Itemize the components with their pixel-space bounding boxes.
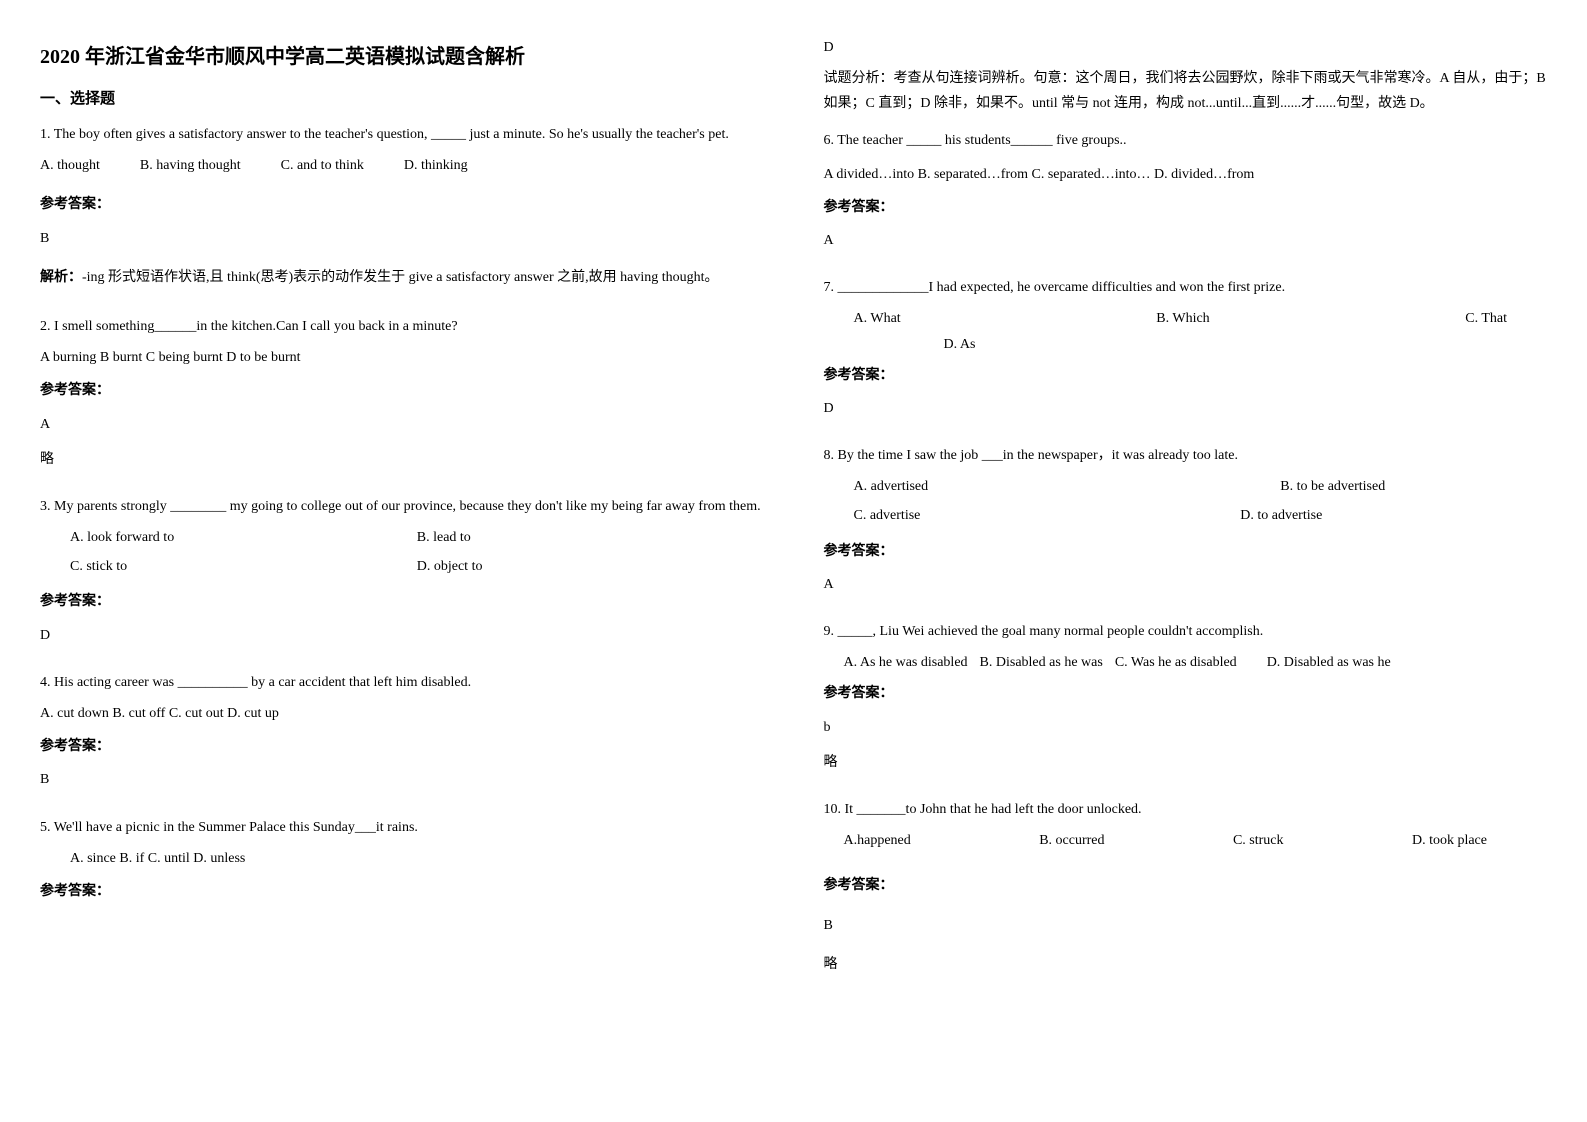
options-row1: A. What B. Which C. That [824,306,1548,331]
document-page: 2020 年浙江省金华市顺风中学高二英语模拟试题含解析 一、选择题 1. The… [40,40,1547,999]
answer-value: B [40,226,764,251]
question-8: 8. By the time I saw the job ___in the n… [824,443,1548,607]
option-b: B. lead to [417,525,764,550]
answer-label: 参考答案： [824,681,1548,706]
answer-value: A [40,412,764,437]
answer-value: B [40,767,764,792]
option-c: C. advertise [854,503,1201,528]
question-5: 5. We'll have a picnic in the Summer Pal… [40,815,764,913]
option-b: B. occurred [1039,828,1104,853]
option-a: A. thought [40,153,100,178]
answer-value: B [824,913,1548,938]
option-c: C. struck [1233,828,1284,853]
options: A burning B burnt C being burnt D to be … [40,345,764,370]
option-b: B. Disabled as he was [980,650,1103,675]
answer-value: D [824,396,1548,421]
answer-label: 参考答案： [40,734,764,759]
question-text: 4. His acting career was __________ by a… [40,670,764,695]
option-a: A. As he was disabled [844,650,968,675]
question-2: 2. I smell something______in the kitchen… [40,314,764,482]
question-3: 3. My parents strongly ________ my going… [40,494,764,658]
right-column: D 试题分析：考查从句连接词辨析。句意：这个周日，我们将去公园野炊，除非下雨或天… [824,40,1548,999]
question-text: 8. By the time I saw the job ___in the n… [824,443,1548,468]
option-c: C. That [1465,306,1507,331]
explain-text: -ing 形式短语作状语,且 think(思考)表示的动作发生于 give a … [82,270,719,285]
answer-label: 参考答案： [824,539,1548,564]
option-c: C. stick to [70,554,417,579]
left-column: 2020 年浙江省金华市顺风中学高二英语模拟试题含解析 一、选择题 1. The… [40,40,764,999]
note: 略 [40,447,764,472]
answer-label: 参考答案： [40,378,764,403]
answer-value: A [824,572,1548,597]
question-text: 1. The boy often gives a satisfactory an… [40,122,764,147]
option-d: D. Disabled as was he [1267,650,1391,675]
question-10: 10. It _______to John that he had left t… [824,797,1548,987]
option-d: D. As [824,332,1548,357]
option-c: C. and to think [281,153,364,178]
explain-label: 解析： [40,270,82,285]
answer-label: 参考答案： [40,879,764,904]
question-4: 4. His acting career was __________ by a… [40,670,764,803]
options: A.happened B. occurred C. struck D. took… [824,828,1548,853]
options: A divided…into B. separated…from C. sepa… [824,162,1548,187]
option-b: B. having thought [140,153,241,178]
answer-value: b [824,715,1548,740]
question-9: 9. _____, Liu Wei achieved the goal many… [824,619,1548,785]
option-b: B. Which [1156,306,1209,331]
answer-label: 参考答案： [824,363,1548,388]
question-1: 1. The boy often gives a satisfactory an… [40,122,764,302]
answer-label: 参考答案： [40,589,764,614]
option-a: A. What [854,306,901,331]
option-a: A. look forward to [70,525,417,550]
options: A. look forward to B. lead to C. stick t… [40,525,764,583]
note: 略 [824,750,1548,775]
question-text: 7. _____________I had expected, he overc… [824,275,1548,300]
option-a: A.happened [844,828,911,853]
answer-label: 参考答案： [40,192,764,217]
explanation: 解析：-ing 形式短语作状语,且 think(思考)表示的动作发生于 give… [40,265,764,290]
question-6: 6. The teacher _____ his students______ … [824,128,1548,263]
option-c: C. Was he as disabled [1115,650,1237,675]
question-7: 7. _____________I had expected, he overc… [824,275,1548,431]
option-a: A. advertised [854,474,1201,499]
options: A. since B. if C. until D. unless [40,846,764,871]
question-text: 3. My parents strongly ________ my going… [40,494,764,519]
section-heading: 一、选择题 [40,87,764,108]
options: A. cut down B. cut off C. cut out D. cut… [40,701,764,726]
note: 略 [824,952,1548,977]
document-title: 2020 年浙江省金华市顺风中学高二英语模拟试题含解析 [40,40,764,69]
options: A. thought B. having thought C. and to t… [40,153,764,178]
option-d: D. thinking [404,153,468,178]
option-b: B. to be advertised [1200,474,1547,499]
question-text: 10. It _______to John that he had left t… [824,797,1548,822]
answer-label: 参考答案： [824,195,1548,220]
question-text: 9. _____, Liu Wei achieved the goal many… [824,619,1548,644]
answer-value: D [824,40,1548,56]
options: A. advertised B. to be advertised C. adv… [824,474,1548,532]
question-text: 2. I smell something______in the kitchen… [40,314,764,339]
answer-value: D [40,623,764,648]
option-d: D. object to [417,554,764,579]
options: A. As he was disabled B. Disabled as he … [824,650,1548,675]
explanation: 试题分析：考查从句连接词辨析。句意：这个周日，我们将去公园野炊，除非下雨或天气非… [824,66,1548,116]
answer-value: A [824,228,1548,253]
option-d: D. took place [1412,828,1487,853]
question-text: 6. The teacher _____ his students______ … [824,128,1548,153]
option-d: D. to advertise [1200,503,1547,528]
question-text: 5. We'll have a picnic in the Summer Pal… [40,815,764,840]
answer-label: 参考答案： [824,873,1548,898]
